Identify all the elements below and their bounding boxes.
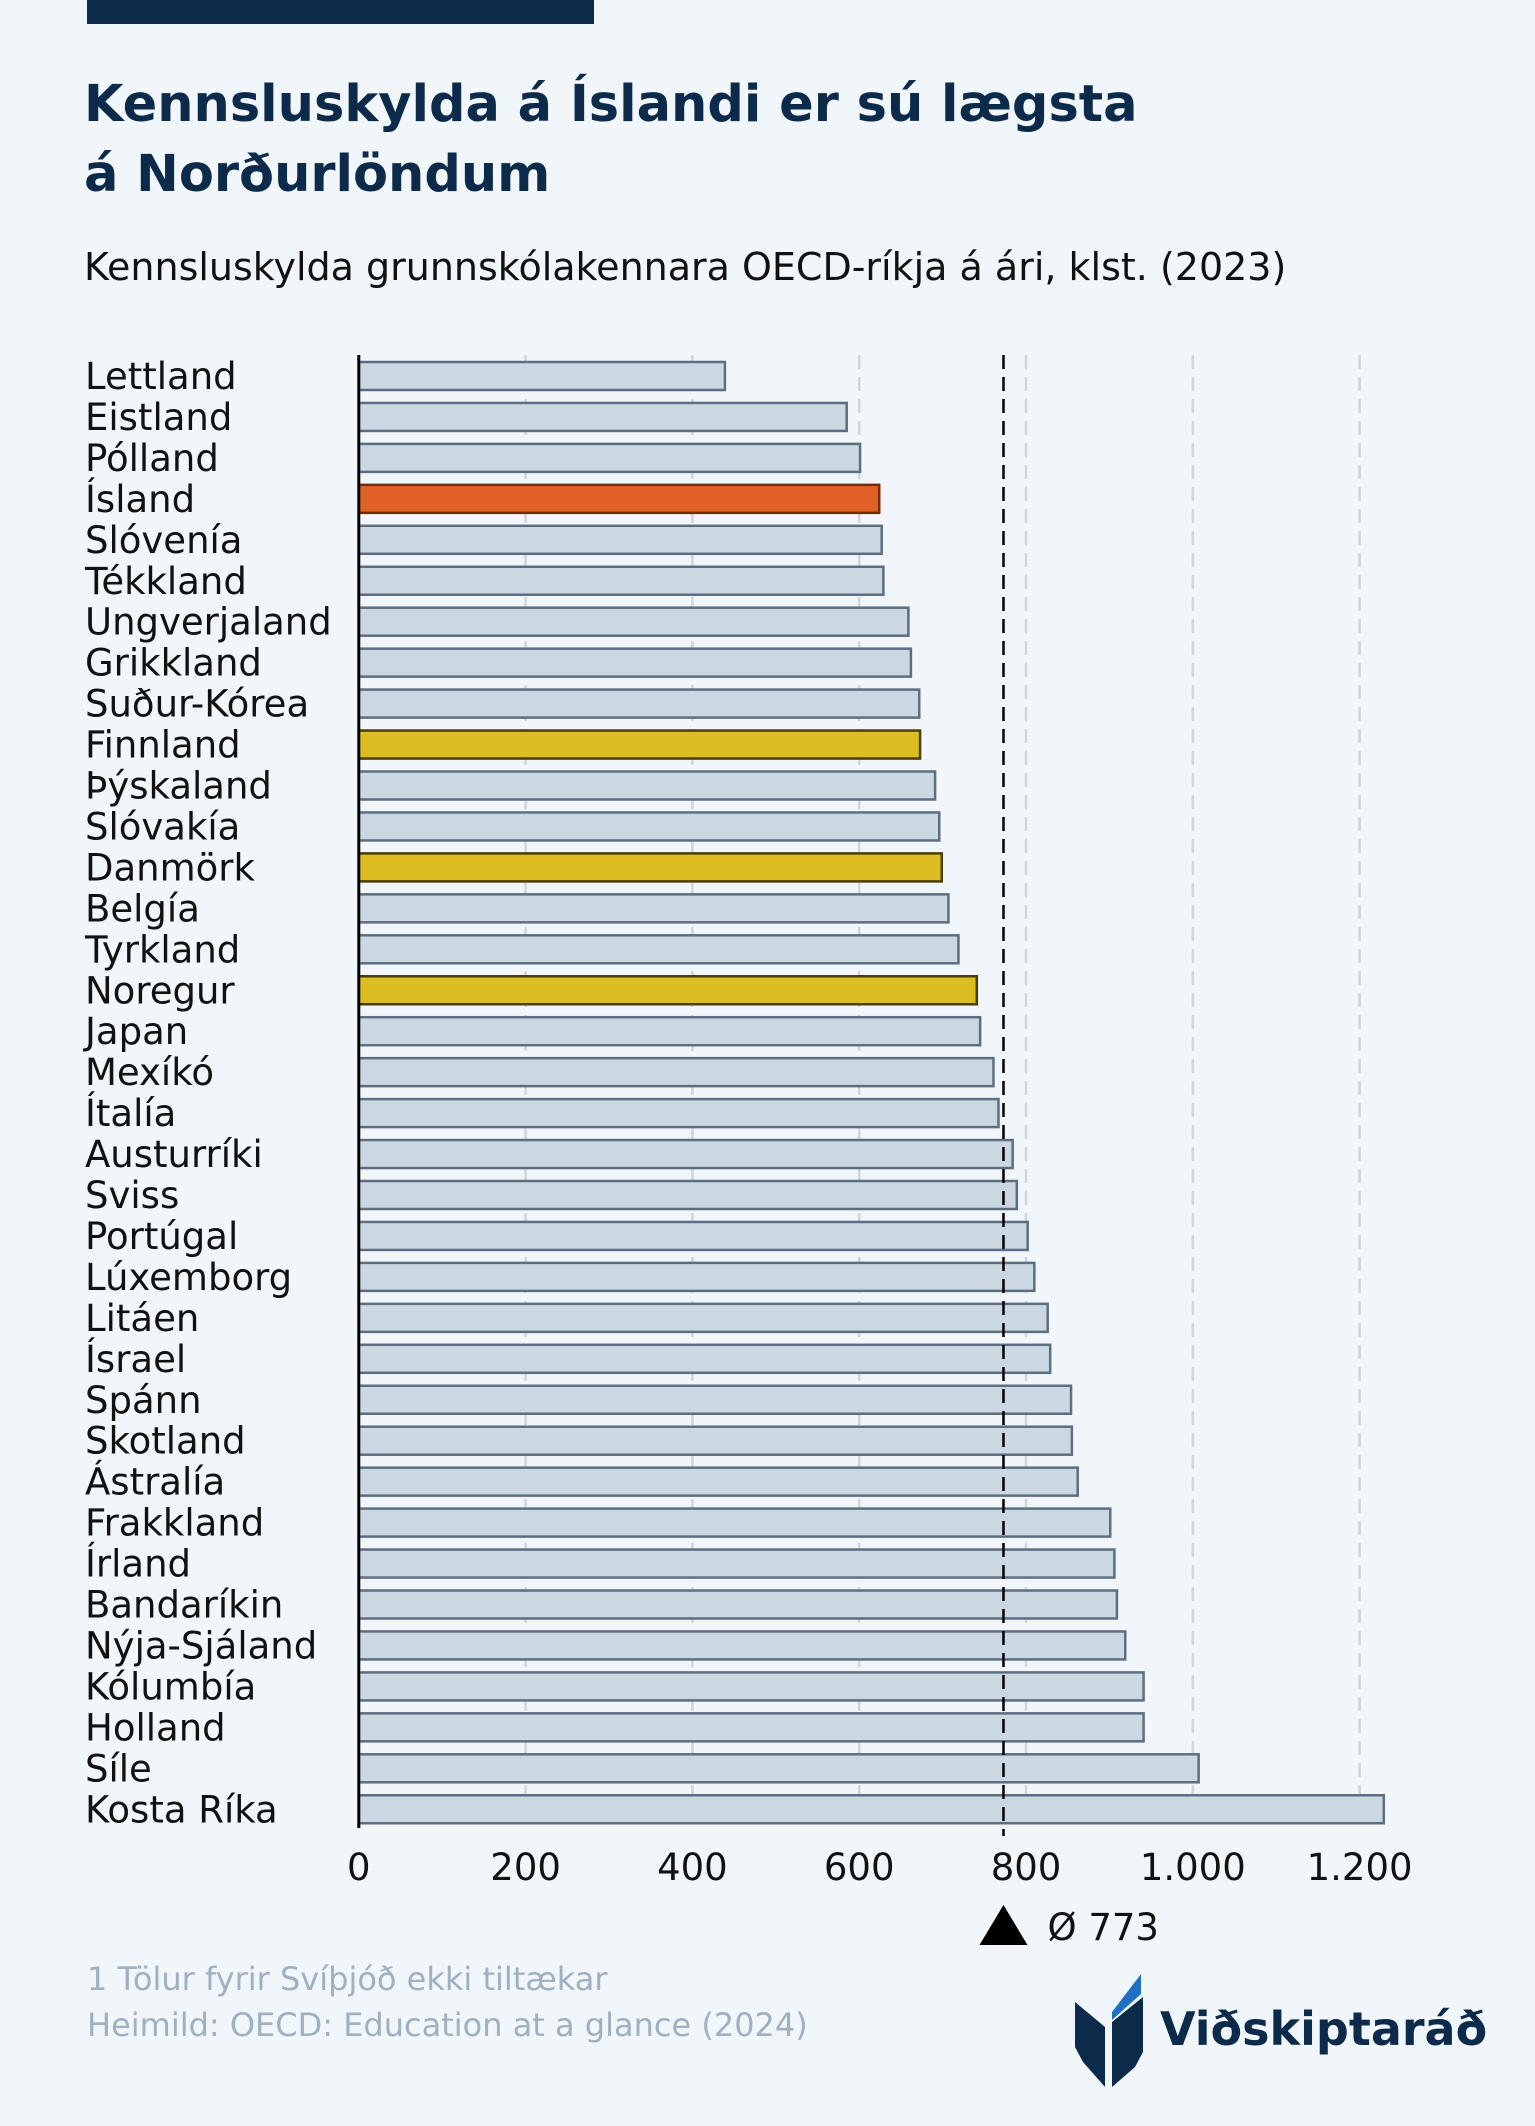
x-tick-label: 800 [991,1846,1062,1889]
category-label: Írland [85,1542,191,1586]
bar [357,1138,1014,1170]
category-label: Japan [83,1010,188,1053]
category-label: Þýskaland [85,765,272,808]
bar [357,1220,1029,1252]
category-label: Skotland [85,1420,246,1463]
category-label: Mexíkó [85,1051,214,1094]
category-label: Ísrael [85,1337,186,1381]
category-label: Tékkland [84,560,247,603]
bar [357,811,941,842]
category-label: Slóvakía [85,805,240,848]
x-tick-label: 1.000 [1140,1846,1246,1889]
category-label: Grikkland [85,642,262,685]
footnote: 1 Tölur fyrir Svíþjóð ekki tiltækar [87,1960,608,1998]
bar [357,975,979,1006]
bar [357,1671,1145,1702]
bar [357,852,944,883]
bar [357,1466,1079,1497]
top-accent-bar [87,0,594,24]
category-label: Ísland [85,477,195,521]
bar [357,524,883,556]
bar [357,1507,1112,1538]
x-tick-label: 400 [657,1846,728,1889]
bar [357,1179,1019,1211]
bar [357,1097,1000,1129]
bar [357,565,885,596]
mean-triangle-icon [979,1905,1028,1945]
category-label: Sviss [85,1174,179,1217]
category-label: Spánn [85,1379,202,1422]
bar [357,1630,1127,1661]
category-label: Kólumbía [85,1665,256,1708]
category-label: Frakkland [85,1502,264,1545]
bar [357,893,950,924]
x-tick-label: 0 [347,1846,371,1889]
category-label: Kosta Ríka [85,1788,278,1831]
bar [357,770,937,801]
category-label: Tyrkland [84,928,240,971]
x-tick-label: 200 [490,1846,561,1889]
category-label: Ítalía [85,1091,176,1135]
category-label: Eistland [85,396,232,439]
bar [357,1712,1145,1743]
bar [357,729,922,760]
x-tick-label: 600 [824,1846,895,1889]
category-label: Holland [85,1706,226,1749]
category-label: Pólland [85,437,219,480]
category-label: Ástralía [85,1460,225,1504]
chart-subtitle: Kennsluskylda grunnskólakennara OECD-rík… [84,245,1287,289]
category-label: Portúgal [85,1215,238,1258]
category-label: Ungverjaland [85,601,332,644]
bar [357,360,727,392]
category-label: Bandaríkin [85,1584,283,1627]
category-label: Suður-Kórea [85,683,309,726]
category-label: Lúxemborg [85,1256,292,1299]
bar [357,688,921,719]
category-label: Síle [85,1747,152,1790]
category-label: Slóvenía [85,519,242,562]
title-line-2: á Norðurlöndum [84,145,551,204]
bar [357,1589,1119,1620]
category-label: Noregur [85,969,235,1012]
bar [357,1302,1049,1334]
logo-icon [1075,1974,1143,2087]
bar [357,1015,982,1047]
bar [357,483,881,515]
logo-text: Viðskiptaráð [1160,2002,1488,2056]
bar [357,647,913,678]
bar [357,401,848,433]
chart-title: Kennsluskylda á Íslandi er sú lægsta á No… [84,70,1138,210]
category-label: Finnland [85,724,241,767]
bar [357,1056,995,1088]
bar [357,1425,1074,1456]
mean-label: Ø 773 [1047,1906,1159,1949]
bar [357,606,910,637]
bar-chart: 0 200 400 600 800 1.000 1.200LettlandEistlandP… [83,355,1413,1949]
category-label: Austurríki [85,1133,263,1176]
bar [357,1343,1052,1375]
category-label: Nýja-Sjáland [85,1624,317,1667]
source-note: Heimild: OECD: Education at a glance (20… [87,2006,808,2044]
title-line-1: Kennsluskylda á Íslandi er sú lægsta [84,75,1138,134]
bar [357,934,960,965]
x-tick-label: 1.200 [1307,1846,1413,1889]
bar [357,1384,1073,1415]
bar [357,1548,1116,1579]
bar [357,1753,1200,1784]
category-label: Belgía [85,887,200,930]
bar [357,1261,1036,1293]
category-label: Danmörk [85,846,256,889]
bar [357,442,862,474]
bar [357,1794,1386,1825]
category-label: Litáen [85,1297,199,1340]
category-label: Lettland [85,355,237,398]
